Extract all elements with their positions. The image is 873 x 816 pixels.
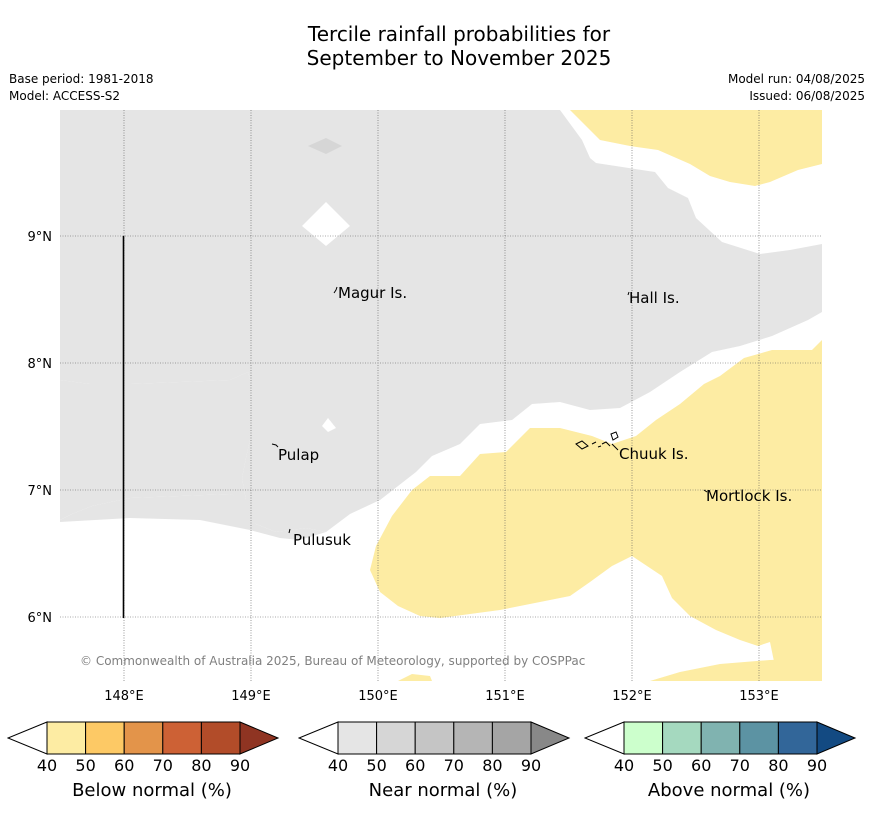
title-line-2: September to November 2025 xyxy=(306,46,612,70)
colorbar-below-normal-label: Below normal (%) xyxy=(72,780,232,801)
colorbar-tick-label: 40 xyxy=(613,756,635,775)
colorbar-above-normal-label: Above normal (%) xyxy=(647,780,811,801)
mortlock-island-shape xyxy=(703,489,708,493)
colorbar-swatch-low-extend xyxy=(7,721,48,755)
colorbar-near-normal-swatches xyxy=(298,721,571,755)
left-metadata: Base period: 1981-2018 Model: ACCESS-S2 xyxy=(9,71,154,105)
colorbar-swatch-1 xyxy=(85,721,125,755)
near-normal-region xyxy=(60,110,822,532)
lat-label-6n: 6°N xyxy=(28,611,53,626)
colorbar-swatch-0 xyxy=(46,721,87,755)
map-title: Tercile rainfall probabilities for Septe… xyxy=(0,22,873,70)
lon-label-151e: 151°E xyxy=(485,689,525,704)
colorbar-tick-label: 60 xyxy=(114,756,135,775)
colorbar-above-normal-ticks: 40 50 60 70 80 90 xyxy=(584,756,873,776)
place-mortlock: Mortlock Is. xyxy=(706,487,792,505)
latitude-labels: 9°N 8°N 7°N 6°N xyxy=(28,230,53,626)
place-labels: Magur Is. Hall Is. Pulap Chuuk Is. Mortl… xyxy=(278,284,792,549)
lon-label-149e: 149°E xyxy=(231,689,271,704)
colorbar-swatch-3 xyxy=(162,721,202,755)
colorbar-tick-label: 50 xyxy=(652,756,673,775)
colorbar-swatch-0 xyxy=(337,721,378,755)
lon-label-153e: 153°E xyxy=(739,689,779,704)
colorbar-tick-label: 60 xyxy=(691,756,712,775)
colorbar-tick-label: 70 xyxy=(443,756,464,775)
lat-label-8n: 8°N xyxy=(28,357,53,372)
colorbar-tick-label: 40 xyxy=(327,756,349,775)
copyright-notice: © Commonwealth of Australia 2025, Bureau… xyxy=(80,654,585,668)
map-area xyxy=(60,110,822,681)
colorbar-swatch-low-extend xyxy=(584,721,625,755)
white-patch-small xyxy=(322,418,336,432)
pulusuk-island-shape xyxy=(288,528,291,534)
place-pulusuk: Pulusuk xyxy=(293,531,351,549)
colorbar-tick-label: 60 xyxy=(405,756,426,775)
colorbar-near-normal-ticks: 40 50 60 70 80 90 xyxy=(298,756,588,776)
below-normal-region-north xyxy=(570,110,822,186)
colorbar-tick-label: 80 xyxy=(191,756,212,775)
colorbar-swatch-2 xyxy=(414,721,455,755)
title-line-1: Tercile rainfall probabilities for xyxy=(307,22,611,46)
below-normal-region-southeast xyxy=(650,658,822,681)
grey-patch-north xyxy=(308,138,342,154)
colorbar-below-normal: 40 50 60 70 80 90 Below normal (%) xyxy=(7,718,297,816)
colorbar-above-normal: 40 50 60 70 80 90 Above normal (%) xyxy=(584,718,873,816)
colorbar-swatch-high-extend xyxy=(816,721,857,755)
colorbar-below-normal-ticks: 40 50 60 70 80 90 xyxy=(7,756,297,776)
colorbar-swatch-low-extend xyxy=(298,721,339,755)
near-normal-region-west xyxy=(60,372,252,520)
base-period: Base period: 1981-2018 xyxy=(9,72,154,86)
below-normal-region-south xyxy=(370,340,822,681)
near-normal-region-southwest xyxy=(60,494,326,540)
colorbar-swatch-4 xyxy=(200,721,241,755)
place-magur: Magur Is. xyxy=(338,284,407,302)
colorbar-swatch-1 xyxy=(376,721,416,755)
lon-label-150e: 150°E xyxy=(358,689,398,704)
colorbar-swatch-2 xyxy=(700,721,741,755)
colorbar-tick-label: 50 xyxy=(366,756,387,775)
colorbar-swatch-3 xyxy=(739,721,779,755)
colorbar-swatch-high-extend xyxy=(239,721,280,755)
colorbar-tick-label: 90 xyxy=(229,756,251,775)
magur-island-shape xyxy=(333,286,338,294)
hall-island-shape xyxy=(627,291,630,296)
colorbar-swatch-3 xyxy=(453,721,493,755)
colorbar-tick-label: 80 xyxy=(768,756,789,775)
colorbar-swatch-0 xyxy=(623,721,664,755)
model-run-date: Model run: 04/08/2025 xyxy=(727,72,865,86)
colorbar-swatch-4 xyxy=(491,721,532,755)
lat-label-7n: 7°N xyxy=(28,484,53,499)
pulap-island-shape xyxy=(271,443,279,448)
colorbar-tick-label: 70 xyxy=(729,756,750,775)
colorbar-tick-label: 50 xyxy=(75,756,96,775)
colorbar-tick-label: 80 xyxy=(482,756,503,775)
colorbar-below-normal-swatches xyxy=(7,721,280,755)
lon-label-148e: 148°E xyxy=(104,689,144,704)
white-patch-north xyxy=(302,202,350,246)
colorbar-tick-label: 90 xyxy=(520,756,542,775)
colorbar-swatch-high-extend xyxy=(530,721,571,755)
island-outlines xyxy=(271,286,708,534)
model-name: Model: ACCESS-S2 xyxy=(9,89,121,103)
below-normal-region-bottom xyxy=(398,674,432,681)
colorbar-swatch-4 xyxy=(777,721,818,755)
colorbar-tick-label: 70 xyxy=(152,756,173,775)
colorbar-tick-label: 40 xyxy=(36,756,58,775)
colorbar-near-normal-label: Near normal (%) xyxy=(368,780,518,801)
colorbar-tick-label: 90 xyxy=(806,756,828,775)
place-hall: Hall Is. xyxy=(629,289,680,307)
lon-label-152e: 152°E xyxy=(612,689,652,704)
longitude-labels: 148°E 149°E 150°E 151°E 152°E 153°E xyxy=(104,689,779,704)
colorbar-swatch-1 xyxy=(662,721,702,755)
colorbar-near-normal: 40 50 60 70 80 90 Near normal (%) xyxy=(298,718,588,816)
place-chuuk: Chuuk Is. xyxy=(619,445,688,463)
issued-date: Issued: 06/08/2025 xyxy=(749,89,865,103)
lat-label-9n: 9°N xyxy=(28,230,53,245)
colorbar-above-normal-swatches xyxy=(584,721,857,755)
chuuk-lagoon-shape xyxy=(575,431,619,451)
colorbar-swatch-2 xyxy=(123,721,164,755)
map: 9°N 8°N 7°N 6°N 148°E 149°E 150°E 151°E … xyxy=(28,110,822,704)
right-metadata: Model run: 04/08/2025 Issued: 06/08/2025 xyxy=(728,71,865,105)
place-pulap: Pulap xyxy=(278,446,319,464)
